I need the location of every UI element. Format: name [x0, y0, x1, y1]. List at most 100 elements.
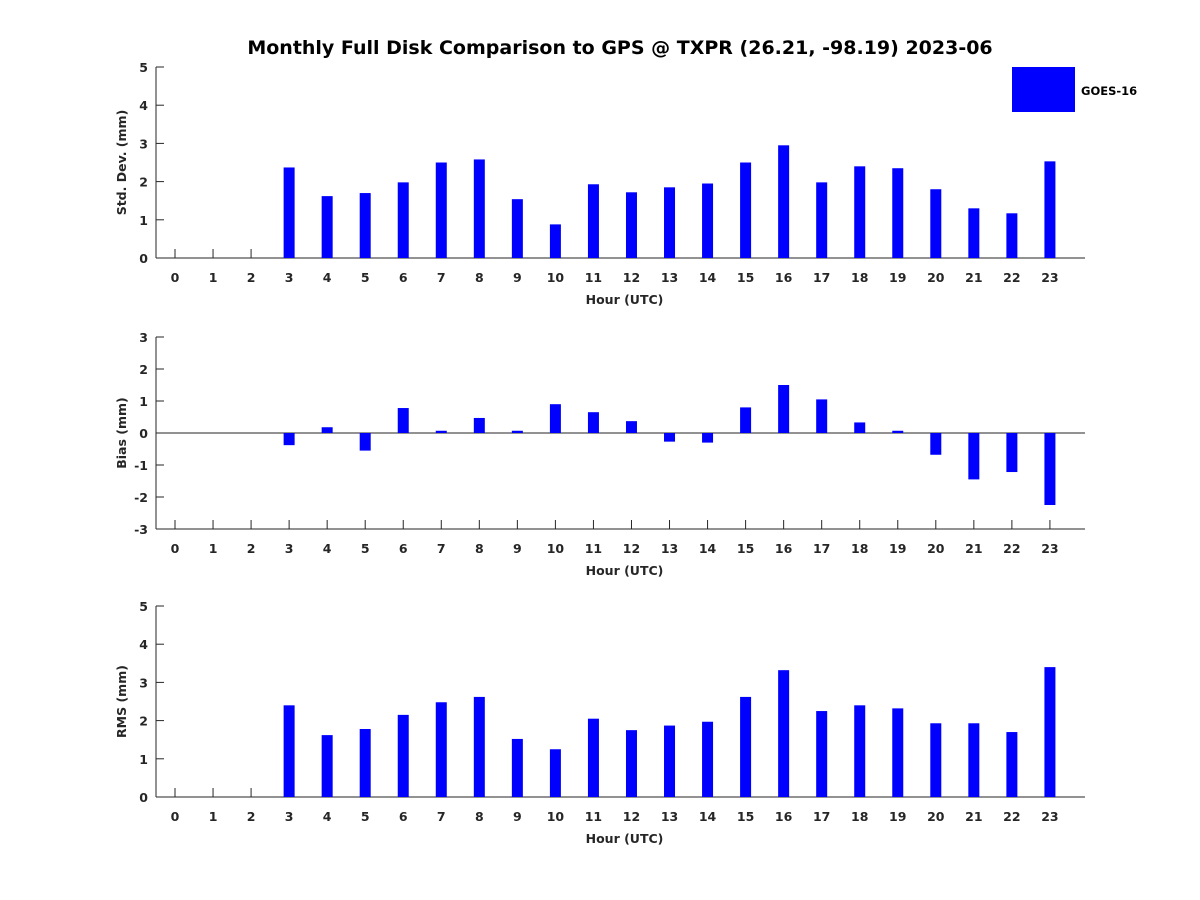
x-tick-label: 11: [585, 270, 602, 285]
y-tick-label: 5: [139, 60, 148, 75]
x-tick-label: 6: [399, 270, 408, 285]
bar-hour-12: [625, 192, 637, 258]
x-tick-label: 9: [513, 270, 522, 285]
bar-hour-21: [968, 208, 980, 258]
x-tick-label: 19: [889, 809, 906, 824]
bar-hour-16: [778, 145, 790, 258]
bar-hour-8: [473, 417, 485, 433]
legend: GOES-16: [1012, 67, 1137, 112]
y-tick-label: 3: [139, 330, 148, 345]
x-tick-label: 14: [699, 270, 717, 285]
bar-hour-4: [321, 427, 333, 433]
x-tick-label: 20: [927, 809, 945, 824]
bar-hour-14: [702, 433, 714, 443]
y-tick-label: 2: [139, 362, 148, 377]
bar-hour-20: [930, 723, 942, 797]
x-axis-label: Hour (UTC): [586, 292, 664, 307]
x-tick-label: 22: [1003, 541, 1020, 556]
bar-hour-10: [549, 404, 561, 433]
bar-hour-18: [854, 705, 866, 797]
x-tick-label: 7: [437, 541, 446, 556]
bar-hour-12: [625, 730, 637, 797]
x-tick-label: 2: [247, 270, 256, 285]
chart-title: Monthly Full Disk Comparison to GPS @ TX…: [247, 37, 992, 59]
x-tick-label: 9: [513, 809, 522, 824]
x-tick-label: 14: [699, 809, 717, 824]
bar-hour-22: [1006, 732, 1018, 797]
x-tick-label: 4: [323, 270, 332, 285]
x-tick-label: 4: [323, 541, 332, 556]
x-tick-label: 13: [661, 809, 678, 824]
bar-hour-19: [892, 168, 904, 258]
bar-hour-22: [1006, 213, 1018, 258]
x-tick-label: 15: [737, 270, 754, 285]
x-tick-label: 0: [171, 809, 180, 824]
y-tick-label: -3: [134, 522, 148, 537]
x-tick-label: 0: [171, 270, 180, 285]
x-tick-label: 10: [547, 809, 565, 824]
bar-hour-7: [435, 162, 447, 258]
legend-label: GOES-16: [1081, 84, 1137, 98]
y-tick-label: 1: [139, 213, 148, 228]
x-tick-label: 7: [437, 270, 446, 285]
bar-hour-4: [321, 196, 333, 258]
x-tick-label: 1: [209, 541, 218, 556]
x-tick-label: 23: [1041, 270, 1058, 285]
x-tick-label: 7: [437, 809, 446, 824]
bar-hour-21: [968, 433, 980, 480]
bar-hour-7: [435, 702, 447, 797]
x-tick-label: 16: [775, 541, 793, 556]
bar-hour-6: [397, 408, 409, 433]
y-tick-label: -1: [134, 458, 148, 473]
x-tick-label: 22: [1003, 270, 1020, 285]
x-tick-label: 22: [1003, 809, 1020, 824]
x-tick-label: 3: [285, 541, 294, 556]
bar-hour-17: [816, 399, 828, 433]
x-tick-label: 1: [209, 809, 218, 824]
x-tick-label: 9: [513, 541, 522, 556]
bar-hour-4: [321, 735, 333, 797]
x-tick-label: 18: [851, 809, 868, 824]
y-tick-label: 0: [139, 790, 148, 805]
y-tick-label: 2: [139, 714, 148, 729]
bar-hour-18: [854, 166, 866, 258]
bar-hour-13: [664, 725, 676, 797]
bar-hour-15: [740, 696, 752, 797]
x-tick-label: 13: [661, 541, 678, 556]
x-tick-label: 8: [475, 541, 484, 556]
y-tick-label: 3: [139, 675, 148, 690]
x-tick-label: 8: [475, 270, 484, 285]
bar-hour-16: [778, 670, 790, 797]
y-tick-label: 0: [139, 426, 148, 441]
x-tick-label: 18: [851, 270, 868, 285]
bar-hour-23: [1044, 433, 1056, 505]
bar-hour-6: [397, 182, 409, 258]
bar-hour-6: [397, 714, 409, 797]
x-tick-label: 11: [585, 809, 602, 824]
x-tick-label: 21: [965, 270, 982, 285]
x-tick-label: 2: [247, 541, 256, 556]
x-tick-label: 23: [1041, 541, 1058, 556]
bar-hour-14: [702, 183, 714, 258]
bar-hour-5: [359, 433, 371, 451]
y-tick-label: 2: [139, 175, 148, 190]
x-tick-label: 4: [323, 809, 332, 824]
bar-hour-9: [511, 199, 523, 258]
bar-hour-20: [930, 433, 942, 455]
bar-hour-21: [968, 723, 980, 797]
bar-hour-15: [740, 407, 752, 433]
bar-hour-10: [549, 749, 561, 797]
bar-hour-19: [892, 708, 904, 797]
bar-hour-23: [1044, 667, 1056, 797]
bar-hour-8: [473, 696, 485, 797]
x-tick-label: 18: [851, 541, 868, 556]
bar-hour-22: [1006, 433, 1018, 473]
x-tick-label: 16: [775, 809, 793, 824]
y-tick-label: 4: [139, 98, 148, 113]
bar-hour-13: [664, 433, 676, 442]
bar-hour-20: [930, 189, 942, 258]
x-tick-label: 5: [361, 270, 370, 285]
